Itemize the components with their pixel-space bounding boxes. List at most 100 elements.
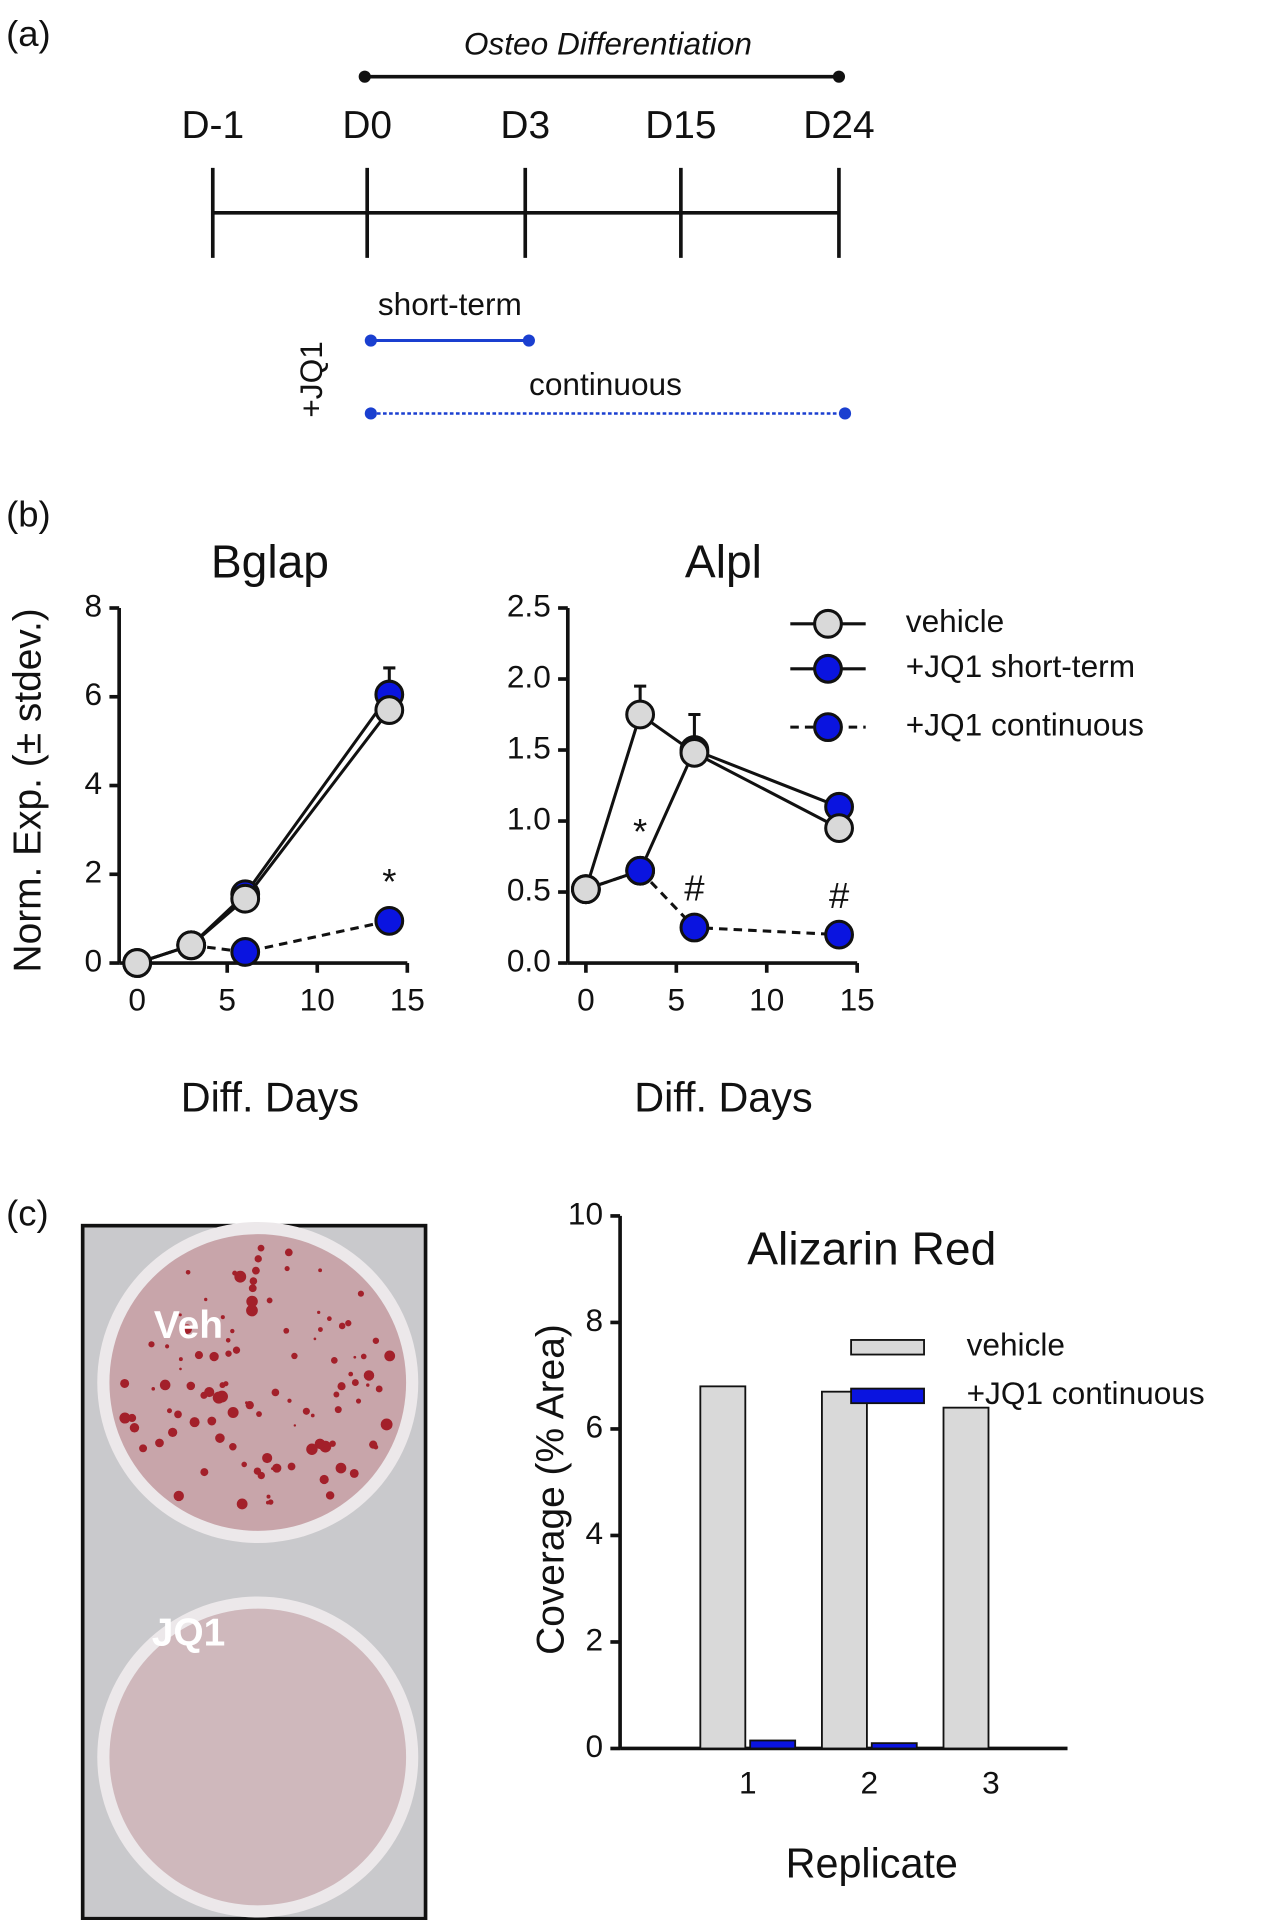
x-tick-label: 0: [128, 981, 146, 1017]
y-tick-label: 6: [585, 1408, 603, 1444]
x-axis-label: Diff. Days: [181, 1074, 359, 1120]
x-tick-label: 10: [300, 981, 335, 1017]
stain-dot: [207, 1416, 217, 1426]
y-tick-label: 4: [585, 1515, 603, 1551]
day-label: D0: [342, 104, 392, 147]
x-tick-label: 15: [840, 981, 875, 1017]
y-tick-label: 2: [585, 1621, 603, 1657]
stain-dot: [334, 1406, 342, 1414]
stain-dot: [284, 1266, 290, 1272]
marker: [374, 905, 405, 936]
stain-dot: [246, 1295, 258, 1308]
bar: [870, 1742, 918, 1750]
stain-dot: [326, 1316, 332, 1322]
day-label: D3: [500, 104, 550, 147]
x-tick-label: 0: [577, 981, 595, 1017]
stain-dot: [200, 1468, 209, 1477]
point-label: *: [633, 811, 647, 852]
y-tick-label: 0.0: [507, 942, 551, 978]
y-tick-label: 8: [85, 587, 103, 623]
stain-dot: [129, 1423, 140, 1433]
day-label: D24: [803, 104, 874, 147]
series-line: [136, 919, 390, 965]
series-line: [136, 693, 391, 965]
stain-dot: [272, 1463, 282, 1473]
stain-dot: [306, 1443, 318, 1455]
stain-dot: [345, 1320, 352, 1327]
stain-dot: [293, 1424, 297, 1427]
stain-dot: [220, 1315, 225, 1320]
series-line: [136, 709, 391, 965]
y-axis-label: Coverage (% Area): [529, 1324, 572, 1655]
stain-dot: [204, 1297, 208, 1302]
stain-dot: [375, 1385, 383, 1393]
point-label: *: [382, 861, 396, 902]
stain-dot: [380, 1418, 393, 1431]
timeline-title: Osteo Differentiation: [464, 26, 752, 62]
x-tick-label: 5: [218, 981, 236, 1017]
x-axis-label: Diff. Days: [634, 1074, 812, 1120]
stain-dot: [363, 1370, 375, 1381]
stain-dot: [216, 1390, 228, 1403]
x-tick-label: 1: [739, 1764, 757, 1800]
stain-dot: [159, 1379, 171, 1391]
stain-dot: [287, 1398, 292, 1403]
legend-marker: [813, 712, 843, 743]
stain-dot: [329, 1440, 336, 1447]
x-tick-label: 10: [749, 981, 784, 1017]
stain-dot: [234, 1270, 247, 1283]
panel-label: (c): [6, 1193, 49, 1234]
y-tick-label: 2: [85, 854, 103, 890]
jq1-label: +JQ1: [293, 341, 329, 417]
stain-dot: [319, 1474, 329, 1485]
day-label: D15: [645, 104, 716, 147]
legend-label: +JQ1 short-term: [906, 648, 1135, 684]
series-line: [584, 712, 840, 890]
marker: [230, 937, 261, 967]
stain-dot: [246, 1304, 258, 1317]
panel-label: (a): [6, 13, 51, 54]
stain-dot: [338, 1322, 346, 1330]
stain-dot: [189, 1417, 200, 1428]
x-tick-label: 5: [668, 981, 686, 1017]
stain-dot: [186, 1381, 196, 1391]
marker: [374, 695, 405, 725]
legend-marker: [813, 653, 843, 684]
y-axis-label: Norm. Exp. (± stdev.): [7, 608, 50, 972]
dish: [109, 1608, 407, 1906]
legend-label: +JQ1 continuous: [967, 1375, 1205, 1411]
stain-dot: [355, 1398, 362, 1404]
stain-dot: [313, 1337, 317, 1341]
stain-dot: [357, 1290, 364, 1297]
panel-label: (b): [6, 493, 51, 534]
stain-dot: [268, 1499, 274, 1505]
stain-dot: [314, 1438, 326, 1450]
stain-dot: [373, 1444, 379, 1450]
stain-dot: [174, 1410, 182, 1419]
stain-dot: [253, 1467, 262, 1475]
y-tick-label: 0: [85, 942, 103, 978]
stain-dot: [262, 1452, 273, 1464]
stain-dot: [229, 1442, 237, 1451]
marker: [176, 930, 207, 961]
point-label: #: [829, 875, 850, 916]
dish: [109, 1234, 407, 1531]
stain-dot: [119, 1412, 131, 1424]
stain-dot: [271, 1388, 280, 1397]
stain-dots: [119, 1244, 396, 1510]
marker: [824, 813, 854, 844]
marker: [824, 919, 854, 950]
stain-dot: [349, 1468, 359, 1478]
stain-dot: [120, 1378, 130, 1389]
stain-dot: [165, 1344, 170, 1349]
marker: [625, 855, 656, 886]
marker: [679, 912, 710, 943]
stain-dot: [283, 1327, 290, 1334]
stain-dot: [151, 1387, 156, 1391]
x-tick-label: 3: [982, 1764, 1000, 1800]
stain-dot: [173, 1490, 184, 1502]
stain-dot: [325, 1491, 335, 1500]
y-tick-label: 1.5: [507, 729, 551, 765]
stain-dot: [284, 1248, 293, 1257]
